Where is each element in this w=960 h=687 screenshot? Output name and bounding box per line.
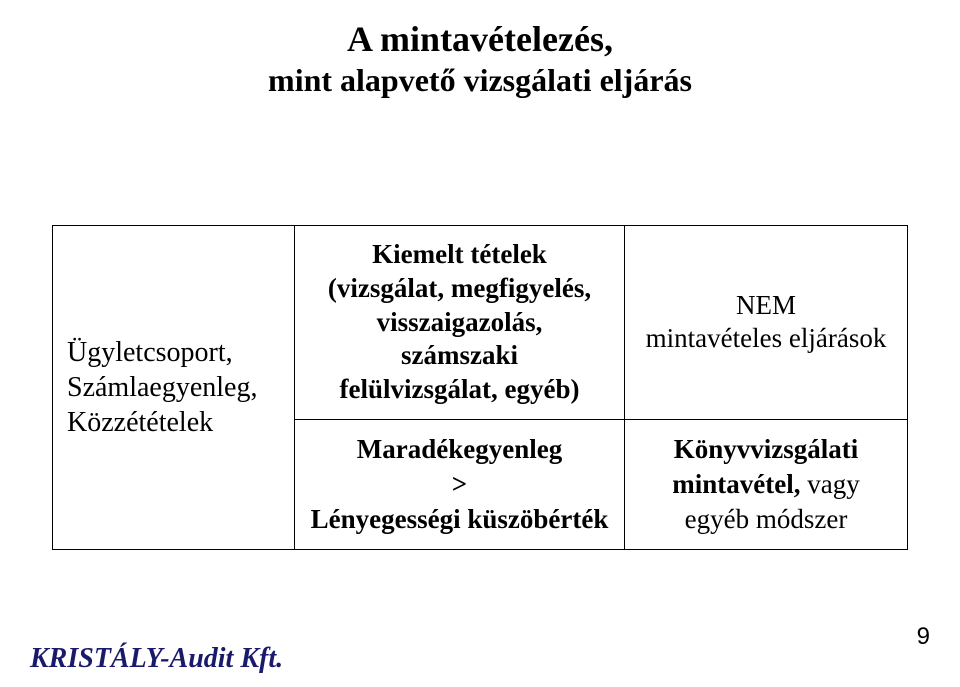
content-table: Ügyletcsoport, Számlaegyenleg, Közzététe… xyxy=(52,225,908,550)
tm-l2: (vizsgálat, megfigyelés, xyxy=(328,273,591,303)
br-r3: egyéb módszer xyxy=(685,504,848,534)
title-line2: mint alapvető vizsgálati eljárás xyxy=(0,61,960,99)
cell-top-right: NEM mintavételes eljárások xyxy=(625,226,908,420)
slide-page: A mintavételezés, mint alapvető vizsgála… xyxy=(0,0,960,687)
tr-l2: mintavételes eljárások xyxy=(646,323,887,353)
tm-l4: számszaki xyxy=(401,340,518,370)
bm-l2: > xyxy=(452,469,467,499)
tr-l1: NEM xyxy=(736,290,796,320)
bm-l3: Lényegességi küszöbérték xyxy=(311,504,609,534)
title-block: A mintavételezés, mint alapvető vizsgála… xyxy=(0,18,960,100)
footer-logo: KRISTÁLY-Audit Kft. xyxy=(30,643,283,675)
cell-top-mid: Kiemelt tételek (vizsgálat, megfigyelés,… xyxy=(295,226,625,420)
br-b1: Könyvvizsgálati xyxy=(674,434,859,464)
tm-l1: Kiemelt tételek xyxy=(372,239,547,269)
cell-left-group: Ügyletcsoport, Számlaegyenleg, Közzététe… xyxy=(53,226,295,550)
br-r2: vagy xyxy=(800,469,859,499)
tm-l3: visszaigazolás, xyxy=(377,307,543,337)
cell-bot-right: Könyvvizsgálati mintavétel, vagy egyéb m… xyxy=(625,419,908,549)
content-table-wrap: Ügyletcsoport, Számlaegyenleg, Közzététe… xyxy=(52,225,907,550)
left-l2: Számlaegyenleg, xyxy=(67,372,257,403)
br-b2: mintavétel, xyxy=(672,469,800,499)
page-number: 9 xyxy=(917,623,930,651)
tm-l5: felülvizsgálat, egyéb) xyxy=(340,374,580,404)
cell-bot-mid: Maradékegyenleg > Lényegességi küszöbért… xyxy=(295,419,625,549)
bm-l1: Maradékegyenleg xyxy=(357,434,562,464)
title-line1: A mintavételezés, xyxy=(0,18,960,61)
left-l1: Ügyletcsoport, xyxy=(67,337,233,368)
left-l3: Közzétételek xyxy=(67,407,213,438)
